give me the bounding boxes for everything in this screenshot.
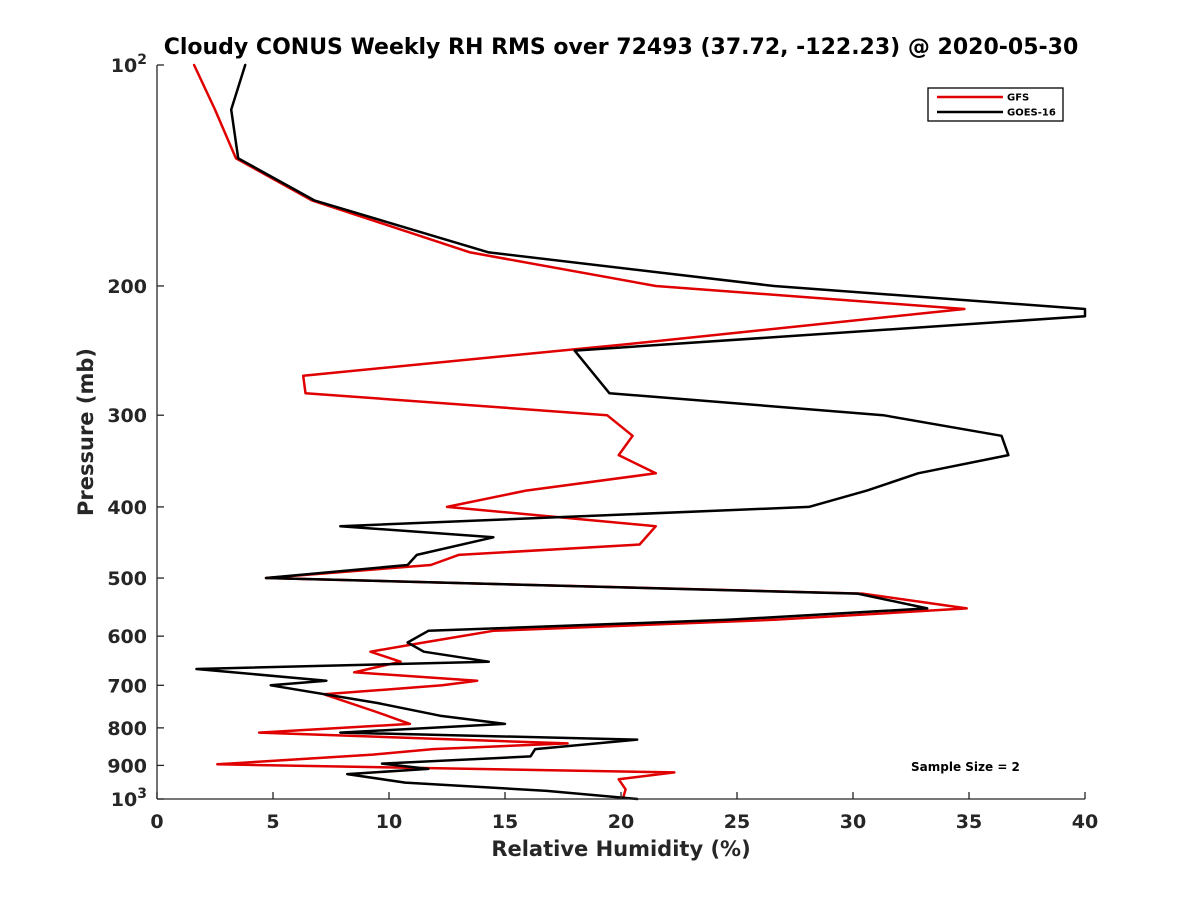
x-tick-label: 15 (492, 811, 518, 833)
x-tick-label: 20 (608, 811, 634, 833)
legend-label-goes16: GOES-16 (1007, 108, 1056, 119)
y-axis-label: Pressure (mb) (74, 348, 98, 516)
x-tick-label: 10 (376, 811, 402, 833)
series-line-goes16 (195, 63, 1087, 801)
y-tick-label: 800 (107, 718, 147, 740)
y-tick-label: 500 (107, 568, 147, 590)
y-tick-label: 900 (107, 755, 147, 777)
x-tick-label: 30 (840, 811, 866, 833)
legend-label-gfs: GFS (1007, 93, 1029, 104)
x-tick-label: 35 (956, 811, 982, 833)
y-tick-label: 700 (107, 675, 147, 697)
x-tick-label: 25 (724, 811, 750, 833)
y-tick-label: 200 (107, 276, 147, 298)
series-layer (192, 63, 1087, 801)
x-tick-label: 40 (1072, 811, 1098, 833)
x-tick-label: 5 (266, 811, 279, 833)
axes-layer: 0 5 10 15 20 25 30 35 40 102 200 300 400 500 600 700 800… (107, 52, 1098, 833)
y-tick-label: 600 (107, 626, 147, 648)
y-tick-label: 400 (107, 497, 147, 519)
y-tick-label: 300 (107, 405, 147, 427)
x-tick-label: 0 (150, 811, 163, 833)
chart-title: Cloudy CONUS Weekly RH RMS over 72493 (3… (164, 35, 1079, 60)
y-tick-label: 102 (111, 52, 147, 77)
legend: GFS GOES-16 (927, 87, 1064, 122)
x-axis-label: Relative Humidity (%) (491, 837, 750, 861)
legend-box (927, 87, 1064, 122)
sample-size-annotation: Sample Size = 2 (911, 760, 1020, 774)
